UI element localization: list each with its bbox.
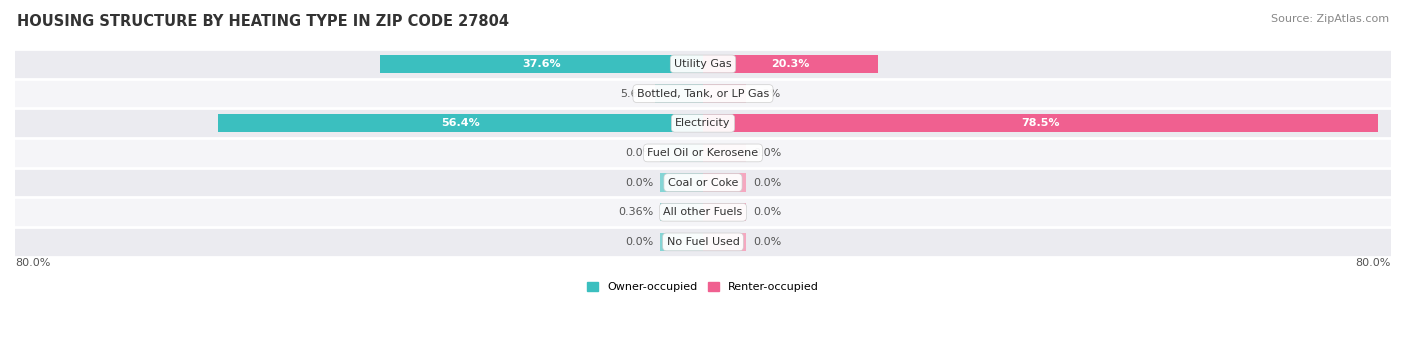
Text: 0.36%: 0.36% [617, 207, 654, 217]
Text: HOUSING STRUCTURE BY HEATING TYPE IN ZIP CODE 27804: HOUSING STRUCTURE BY HEATING TYPE IN ZIP… [17, 14, 509, 29]
Bar [659, 173, 703, 192]
Text: All other Fuels: All other Fuels [664, 207, 742, 217]
Text: Electricity: Electricity [675, 118, 731, 128]
Text: 80.0%: 80.0% [15, 258, 51, 268]
Text: 0.0%: 0.0% [752, 237, 782, 247]
Text: 5.6%: 5.6% [620, 89, 648, 99]
Bar [15, 138, 1391, 168]
Bar [15, 79, 1391, 108]
Bar [15, 168, 1391, 197]
Text: 78.5%: 78.5% [1021, 118, 1060, 128]
Text: Bottled, Tank, or LP Gas: Bottled, Tank, or LP Gas [637, 89, 769, 99]
Bar [659, 203, 703, 221]
Bar [703, 173, 747, 192]
Text: Source: ZipAtlas.com: Source: ZipAtlas.com [1271, 14, 1389, 24]
Bar [703, 233, 747, 251]
Bar [659, 233, 703, 251]
Text: 37.6%: 37.6% [522, 59, 561, 69]
Bar [380, 55, 703, 73]
Bar [703, 203, 747, 221]
Text: 0.0%: 0.0% [624, 178, 654, 188]
Text: Utility Gas: Utility Gas [675, 59, 731, 69]
Text: 56.4%: 56.4% [441, 118, 479, 128]
Text: 0.0%: 0.0% [752, 178, 782, 188]
Bar [15, 108, 1391, 138]
Text: 1.3%: 1.3% [752, 89, 782, 99]
Text: No Fuel Used: No Fuel Used [666, 237, 740, 247]
Bar [218, 114, 703, 132]
Bar [703, 85, 747, 103]
Bar [659, 144, 703, 162]
Bar [703, 55, 877, 73]
Text: 0.0%: 0.0% [624, 237, 654, 247]
Legend: Owner-occupied, Renter-occupied: Owner-occupied, Renter-occupied [582, 278, 824, 297]
Bar [15, 197, 1391, 227]
Text: 0.0%: 0.0% [624, 148, 654, 158]
Bar [15, 49, 1391, 79]
Bar [703, 114, 1378, 132]
Bar [655, 85, 703, 103]
Text: 80.0%: 80.0% [1355, 258, 1391, 268]
Text: 0.0%: 0.0% [752, 207, 782, 217]
Text: Coal or Coke: Coal or Coke [668, 178, 738, 188]
Text: Fuel Oil or Kerosene: Fuel Oil or Kerosene [647, 148, 759, 158]
Text: 0.0%: 0.0% [752, 148, 782, 158]
Bar [15, 227, 1391, 257]
Text: 20.3%: 20.3% [770, 59, 810, 69]
Bar [703, 144, 747, 162]
